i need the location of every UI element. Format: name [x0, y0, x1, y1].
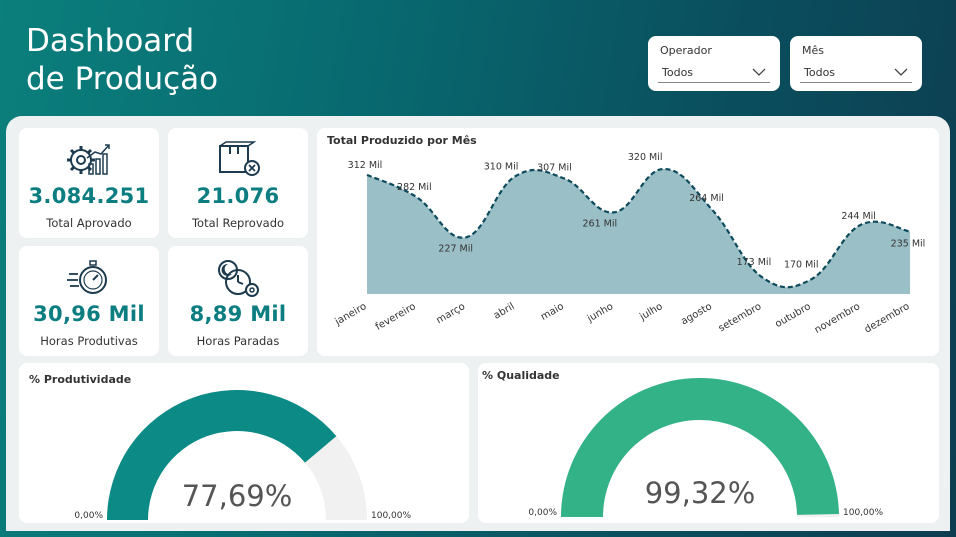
- stopwatch-icon: [67, 260, 107, 294]
- gauge-value: 77,69%: [182, 479, 293, 513]
- x-tick-label: abril: [492, 301, 517, 322]
- qualidade-gauge-card[interactable]: % Qualidade 99,32% 0,00% 100,00%: [478, 363, 939, 523]
- kpi-horas-paradas[interactable]: 8,89 Mil Horas Paradas: [168, 246, 308, 356]
- chevron-down-icon: [752, 68, 766, 76]
- data-label: 227 Mil: [438, 243, 473, 254]
- kpi-value: 30,96 Mil: [33, 302, 145, 326]
- gauge-fill: [561, 377, 839, 517]
- data-label: 173 Mil: [737, 257, 772, 268]
- produtividade-gauge-card[interactable]: % Produtividade 77,69% 0,00% 100,00%: [19, 363, 469, 523]
- area-fill: [367, 169, 910, 294]
- gauge-min-label: 0,00%: [528, 508, 557, 518]
- production-by-month-chart[interactable]: Total Produzido por Mês 312 Mil janeiro 28…: [317, 128, 939, 356]
- data-label: 170 Mil: [784, 259, 819, 270]
- operador-dropdown[interactable]: Todos: [658, 62, 770, 83]
- x-tick-label: janeiro: [333, 301, 369, 328]
- data-label: 264 Mil: [689, 193, 724, 204]
- x-tick-label: fevereiro: [374, 301, 418, 333]
- series-line: [366, 167, 911, 289]
- rejected-box-icon: [219, 141, 260, 176]
- kpi-total-aprovado[interactable]: 3.084.251 Total Aprovado: [19, 128, 159, 238]
- kpi-label: Horas Produtivas: [40, 334, 138, 348]
- x-tick-label: junho: [585, 301, 616, 325]
- kpi-horas-produtivas[interactable]: 30,96 Mil Horas Produtivas: [19, 246, 159, 356]
- kpi-total-reprovado[interactable]: 21.076 Total Reprovado: [168, 128, 308, 238]
- data-label: 307 Mil: [537, 163, 572, 174]
- gauge-min-label: 0,00%: [74, 511, 103, 521]
- kpi-label: Horas Paradas: [196, 334, 280, 348]
- x-tick-label: outubro: [773, 301, 812, 330]
- mes-slicer-label: Mês: [802, 44, 824, 57]
- gauge-title: % Qualidade: [482, 369, 560, 382]
- gauge-title: % Produtividade: [29, 373, 132, 386]
- data-label: 261 Mil: [582, 218, 617, 229]
- chart-title: Total Produzido por Mês: [327, 134, 477, 147]
- kpi-value: 21.076: [196, 184, 280, 208]
- qualidade-gauge: 99,32% 0,00% 100,00%: [528, 377, 883, 518]
- kpi-value: 8,89 Mil: [189, 302, 287, 326]
- page-title-line1: Dashboard: [26, 23, 195, 59]
- x-tick-label: maio: [539, 301, 566, 323]
- operador-slicer: Operador Todos: [648, 36, 780, 91]
- data-label: 312 Mil: [348, 160, 383, 171]
- kpi-value: 3.084.251: [28, 184, 150, 208]
- area-chart-svg: 312 Mil janeiro 282 Mil fevereiro 227 Mil mar…: [333, 152, 926, 336]
- operador-slicer-label: Operador: [660, 44, 712, 57]
- mes-dropdown[interactable]: Todos: [800, 62, 912, 83]
- x-tick-label: dezembro: [863, 301, 912, 336]
- operador-dropdown-value: Todos: [662, 66, 694, 79]
- gauge-value: 99,32%: [645, 476, 756, 510]
- data-label: 282 Mil: [397, 182, 432, 193]
- data-label: 235 Mil: [891, 239, 926, 250]
- page-title-line2: de Produção: [26, 61, 219, 97]
- gauge-fill: [107, 390, 337, 520]
- x-tick-label: novembro: [813, 301, 862, 336]
- gauge-max-label: 100,00%: [371, 511, 411, 521]
- x-tick-label: setembro: [717, 301, 764, 334]
- mes-slicer: Mês Todos: [790, 36, 922, 91]
- kpi-label: Total Aprovado: [46, 216, 132, 230]
- clock-gear-icon: [218, 260, 259, 297]
- data-label: 320 Mil: [628, 152, 663, 163]
- data-label: 310 Mil: [484, 161, 519, 172]
- mes-dropdown-value: Todos: [804, 66, 836, 79]
- data-label: 244 Mil: [841, 211, 876, 222]
- kpi-label: Total Reprovado: [191, 216, 285, 230]
- page-title: Dashboard de Produção: [26, 22, 218, 98]
- gear-chart-icon: [67, 144, 110, 175]
- x-tick-label: agosto: [679, 301, 714, 327]
- produtividade-gauge: 77,69% 0,00% 100,00%: [74, 390, 411, 521]
- x-tick-label: julho: [637, 301, 664, 323]
- gauge-max-label: 100,00%: [843, 508, 883, 518]
- x-tick-label: março: [435, 301, 468, 326]
- chevron-down-icon: [894, 68, 908, 76]
